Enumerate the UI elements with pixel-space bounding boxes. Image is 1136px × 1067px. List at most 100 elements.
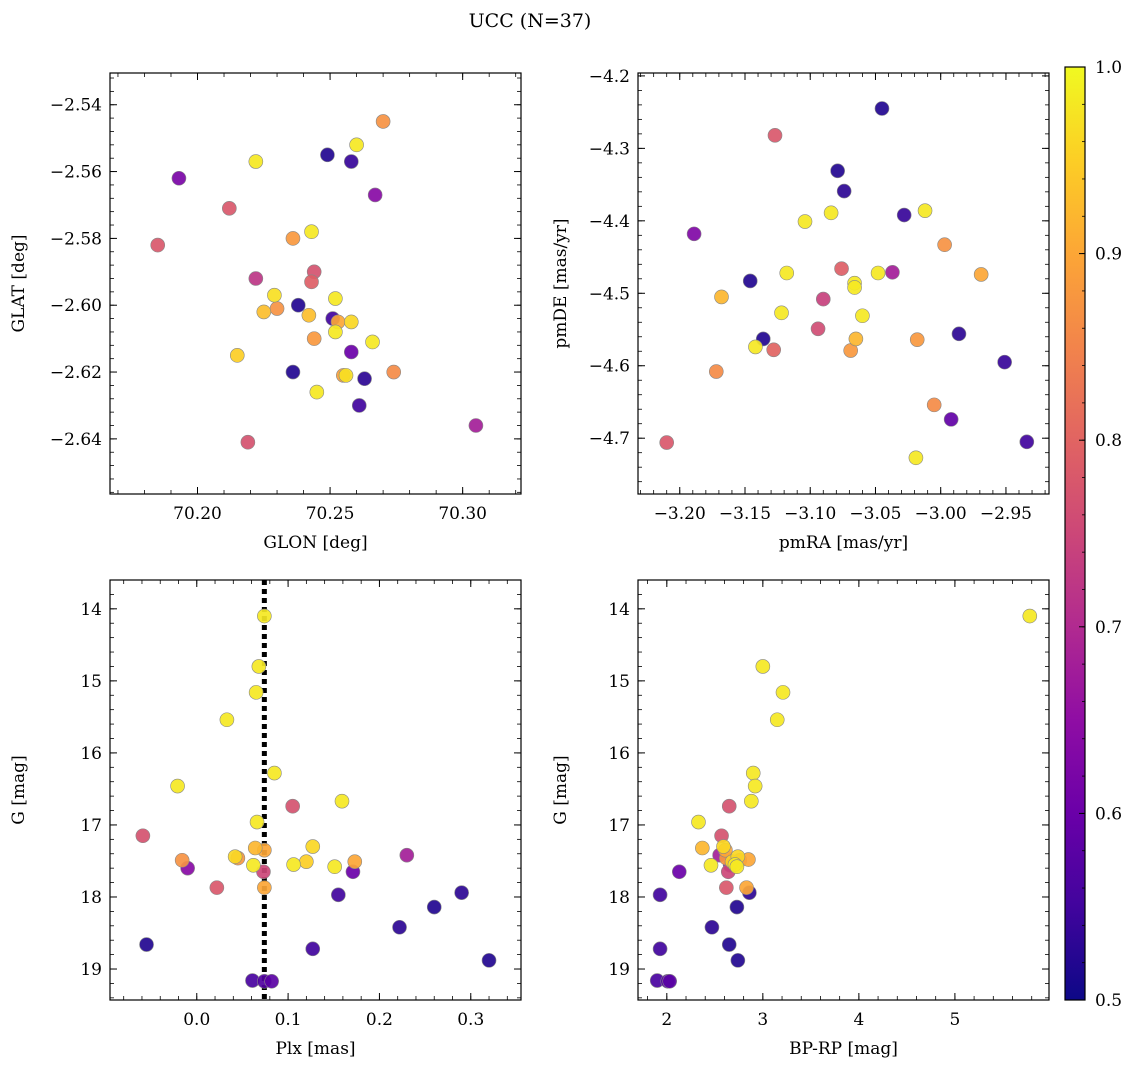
data-point (219, 712, 235, 728)
data-point (150, 237, 166, 253)
data-point (357, 371, 372, 387)
plot-area (659, 101, 1035, 466)
x-tick-label: 0.2 (366, 1010, 393, 1030)
x-tick-label: 0.0 (183, 1010, 210, 1030)
data-point (686, 226, 702, 242)
data-point (896, 207, 912, 223)
data-point (755, 659, 771, 674)
x-tick-label: −3.15 (719, 504, 771, 524)
x-axis-label: pmRA [mas/yr] (779, 533, 908, 553)
data-point (774, 305, 789, 321)
data-point (229, 348, 245, 363)
data-point (951, 326, 967, 342)
y-tick-label: −4.3 (589, 139, 630, 159)
data-point (775, 685, 791, 700)
data-point (257, 608, 272, 624)
data-point (917, 203, 933, 218)
x-tick-label: 70.30 (438, 504, 487, 524)
data-point (248, 154, 264, 169)
data-point (290, 297, 306, 313)
y-axis-label: G [mag] (551, 755, 571, 824)
colorbar-tick-label: 0.6 (1095, 804, 1122, 824)
data-point (1022, 608, 1038, 624)
y-tick-label: −2.56 (50, 163, 102, 183)
data-point (997, 354, 1012, 370)
axes-frame (637, 579, 1050, 1001)
data-point (304, 274, 319, 290)
data-point (256, 304, 272, 320)
data-point (209, 880, 225, 895)
data-point (251, 659, 267, 674)
y-tick-label: 16 (608, 744, 630, 764)
data-point (135, 828, 151, 844)
y-tick-label: 15 (608, 672, 630, 692)
data-point (714, 289, 729, 305)
data-point (769, 712, 785, 728)
colorbar: 0.5 0.6 0.7 0.8 0.9 1.0 (1064, 58, 1122, 1011)
y-tick-label: −4.5 (589, 284, 630, 304)
y-tick-label: −2.64 (50, 430, 102, 450)
y-tick-label: 16 (80, 744, 102, 764)
data-point (399, 847, 415, 863)
data-point (247, 840, 263, 856)
axes-frame (109, 579, 522, 1001)
data-point (240, 434, 256, 450)
x-tick-label: 4 (853, 1010, 864, 1030)
data-point (870, 265, 886, 281)
y-tick-label: −2.60 (50, 296, 102, 316)
colorbar-tick-label: 0.9 (1095, 245, 1122, 265)
y-tick-label: 15 (80, 672, 102, 692)
x-tick-label: 0.1 (275, 1010, 302, 1030)
data-point (874, 101, 890, 116)
data-point (815, 291, 831, 307)
data-point (716, 839, 731, 854)
data-point (248, 685, 264, 700)
data-point (386, 364, 402, 380)
data-point (246, 857, 261, 873)
data-point (742, 273, 758, 289)
x-tick-label: −2.95 (980, 504, 1032, 524)
data-point (926, 397, 942, 413)
data-point (1019, 434, 1035, 450)
data-point (171, 170, 187, 186)
data-point (695, 840, 710, 856)
x-tick-label: −3.10 (784, 504, 836, 524)
data-point (779, 265, 795, 281)
data-point (227, 849, 243, 864)
panel-3: 0.0 0.1 0.2 0.3 14 15 16 17 18 19 Plx [mas] G [mag] (9, 579, 522, 1059)
x-tick-label: 3 (757, 1010, 768, 1030)
data-point (909, 332, 925, 347)
data-point (834, 261, 849, 276)
data-point (671, 864, 687, 880)
data-point (257, 880, 272, 895)
data-point (334, 793, 350, 809)
data-point (652, 941, 668, 957)
data-point (327, 859, 342, 875)
data-point (766, 342, 781, 358)
data-point (343, 314, 359, 330)
data-point (937, 237, 952, 253)
data-point (285, 798, 300, 814)
data-point (367, 187, 383, 203)
plot-area (150, 114, 484, 450)
panel-1: 70.20 70.25 70.30 −2.54 −2.56 −2.58 −2.60 −2.62… (9, 72, 522, 553)
y-tick-label: −4.4 (589, 212, 630, 232)
data-point (708, 364, 724, 379)
y-axis-label: pmDE [mas/yr] (551, 218, 571, 348)
data-point (305, 941, 321, 957)
x-tick-label: 2 (661, 1010, 672, 1030)
plot-area (135, 580, 497, 1000)
data-point (351, 398, 367, 413)
data-point (729, 859, 745, 875)
data-point (481, 953, 497, 968)
y-tick-label: −2.58 (50, 229, 102, 249)
x-axis-label: GLON [deg] (263, 533, 367, 553)
data-point (855, 308, 870, 324)
data-point (309, 384, 325, 400)
x-tick-label: 0.3 (457, 1010, 484, 1030)
y-tick-label: −2.62 (50, 363, 102, 383)
axes-frame (109, 72, 522, 495)
data-point (365, 334, 380, 350)
data-point (454, 885, 469, 900)
